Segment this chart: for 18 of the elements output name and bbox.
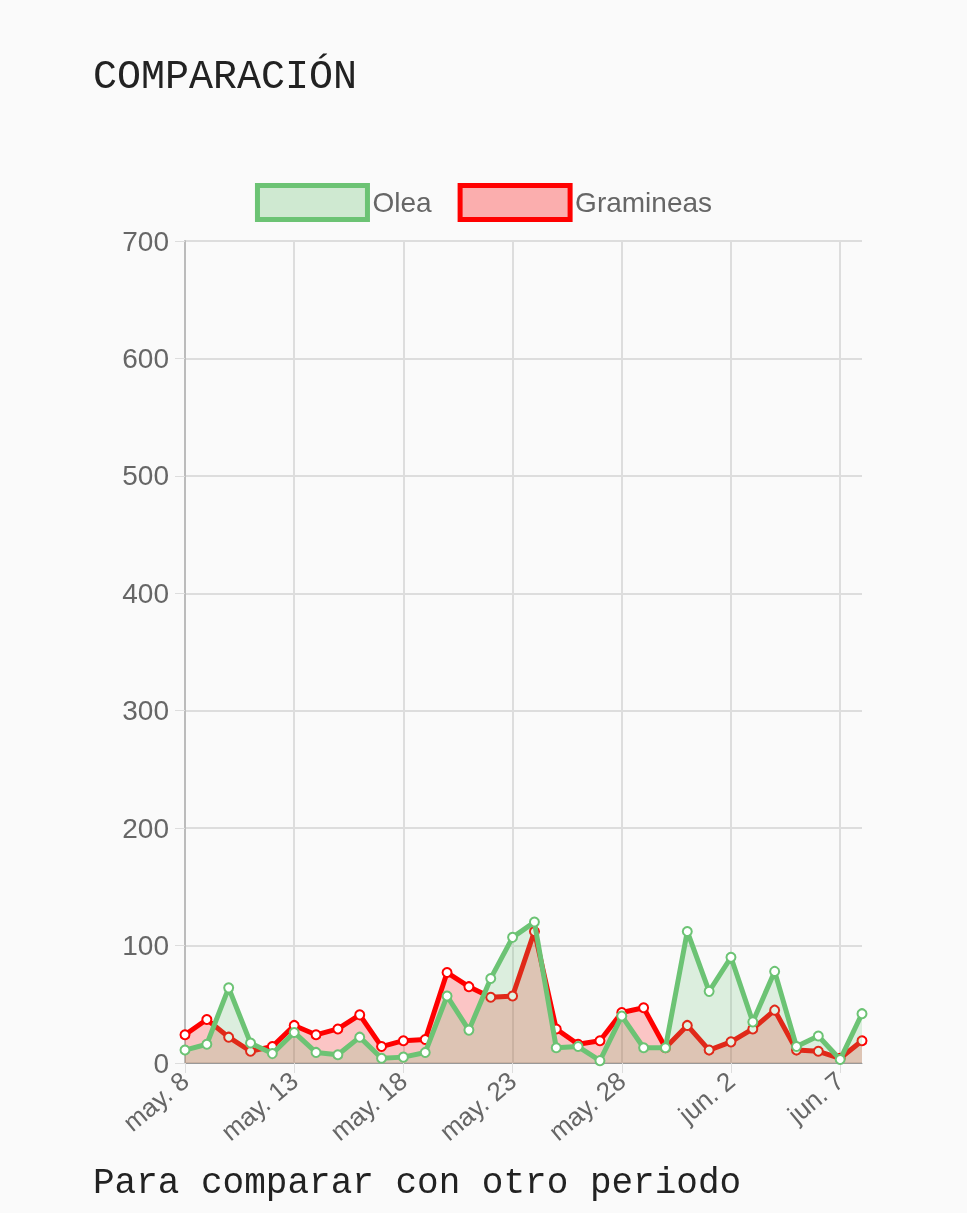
y-tick-label: 500 [122,460,169,492]
x-tick-label: jun. 7 [781,1065,850,1131]
y-tick-label: 600 [122,342,169,374]
y-tick-label: 0 [153,1047,169,1079]
x-tick-label: may. 28 [542,1065,632,1147]
text: Para comparar con otro periodo [93,1162,742,1204]
y-tick-label: 700 [122,225,169,257]
y-tick-label: 300 [122,695,169,727]
x-tick-label: jun. 2 [671,1065,741,1131]
x-tick-label: may. 23 [433,1065,523,1147]
legend-label: Gramineas [575,187,713,218]
y-tick-label: 100 [122,930,169,962]
y-tick-label: 200 [122,812,169,844]
x-tick-label: may. 13 [215,1065,304,1147]
chart-title: COMPARACIÓN [93,52,358,100]
y-tick-label: 400 [122,577,169,609]
legend-label: Olea [372,187,433,218]
x-tick-label: may. 18 [324,1065,414,1147]
